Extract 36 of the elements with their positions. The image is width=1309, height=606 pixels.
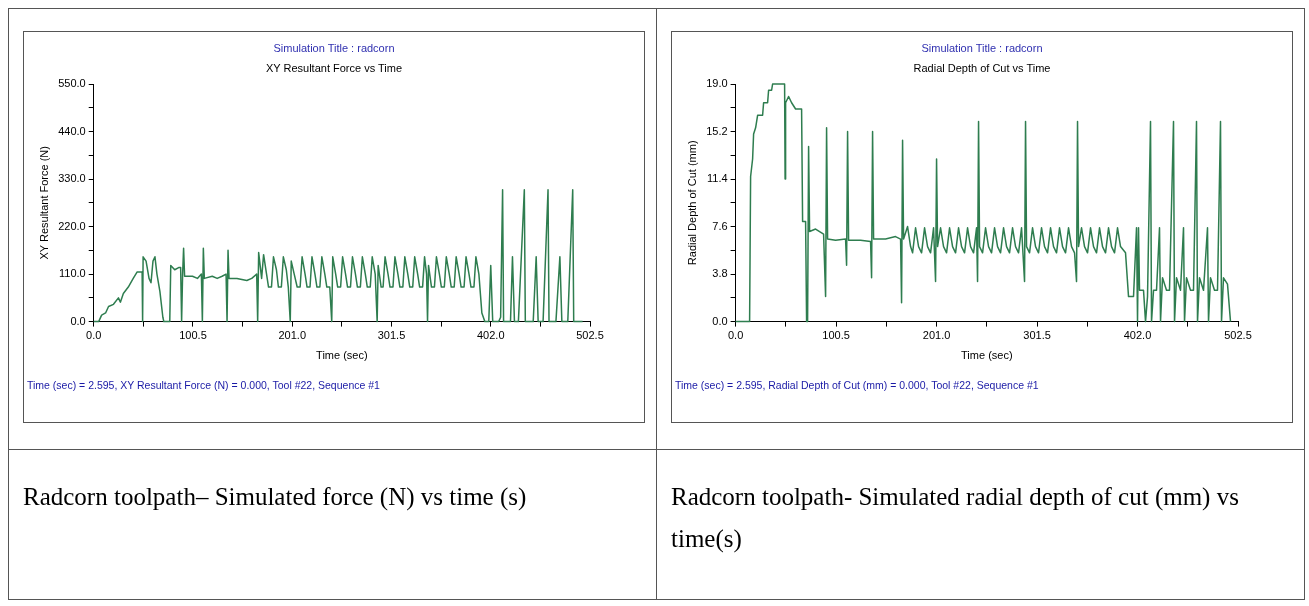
x-tick-label: 100.5 [822,329,850,342]
y-axis-title: Radial Depth of Cut (mm) [685,140,698,266]
text: Radcorn toolpath– Simulated force (N) vs time (s) [23,482,528,513]
y-axis-title: XY Resultant Force (N) [37,146,50,260]
x-tick-label: 100.5 [179,329,207,342]
y-tick-label: 440.0 [58,124,86,137]
y-tick-label: 0.0 [712,314,728,327]
x-tick-label: 402.0 [476,329,505,342]
y-tick-label: 3.8 [712,267,728,280]
x-tick-label: 402.0 [1123,329,1152,342]
x-tick-label: 301.5 [1023,329,1051,342]
y-tick-label: 110.0 [59,267,86,280]
y-tick-label: 7.6 [712,219,728,232]
x-tick-label: 0.0 [86,329,102,342]
text: Time (sec) = 2.595, XY Resultant Force (N) = 0.000, Tool #22, Sequence #1 [27,379,381,391]
y-tick-label: 550.0 [58,77,86,90]
y-tick-label: 11.4 [707,172,728,185]
chart-subtitle: Simulation Title : radcorn [920,42,1044,54]
x-axis-title: Time (sec) [961,349,1013,362]
y-tick-label: 330.0 [58,172,86,185]
chart-subtitle: Simulation Title : radcorn [272,42,396,54]
chart-title: Radial Depth of Cut vs Time [912,62,1052,74]
x-tick-label: 301.5 [377,329,406,342]
text: Time (sec) = 2.595, Radial Depth of Cut (mm) = 0.000, Tool #22, Sequence #1 [675,379,1040,391]
chart-title: XY Resultant Force vs Time [264,62,404,74]
x-tick-label: 201.0 [278,329,306,342]
y-tick-label: 0.0 [70,314,86,327]
text: Radcorn toolpath- Simulated radial depth of cut (mm) vs time(s) [671,482,1240,555]
x-axis-title: Time (sec) [316,349,368,362]
y-tick-label: 220.0 [58,219,86,232]
x-tick-label: 201.0 [922,329,951,342]
x-tick-label: 0.0 [727,329,744,342]
y-tick-label: 19.0 [706,77,728,90]
x-tick-label: 502.5 [576,329,604,342]
y-tick-label: 15.2 [706,124,728,137]
x-tick-label: 502.5 [1224,329,1252,342]
